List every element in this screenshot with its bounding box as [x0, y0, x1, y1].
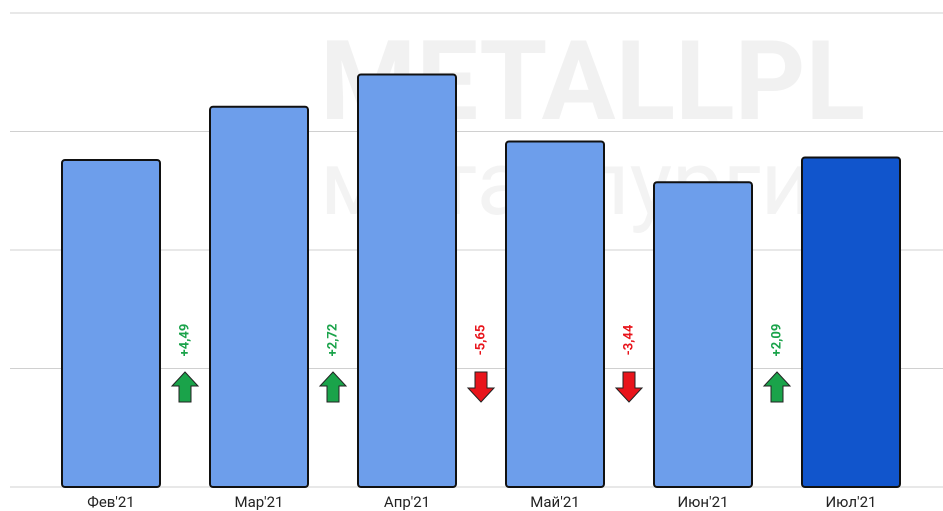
change-arrow	[614, 371, 644, 403]
x-tick-label: Фев'21	[87, 493, 135, 511]
bar	[357, 73, 457, 489]
change-label: +2,09	[769, 324, 784, 357]
change-label: -5,65	[473, 325, 488, 356]
bar	[653, 181, 753, 489]
bar	[209, 105, 309, 489]
bar	[801, 156, 901, 488]
bar	[61, 158, 161, 488]
bar	[505, 140, 605, 488]
x-tick-label: Мар'21	[235, 493, 284, 511]
x-tick-label: Июн'21	[677, 493, 728, 511]
x-tick-label: Апр'21	[384, 493, 430, 511]
change-label: +4,49	[177, 324, 192, 357]
change-arrow	[170, 371, 200, 403]
change-arrow	[318, 371, 348, 403]
change-label: +2,72	[325, 324, 340, 357]
x-tick-label: Май'21	[530, 493, 579, 511]
x-tick-label: Июл'21	[825, 493, 876, 511]
change-arrow	[466, 371, 496, 403]
change-arrow	[762, 371, 792, 403]
change-label: -3,44	[621, 324, 636, 355]
